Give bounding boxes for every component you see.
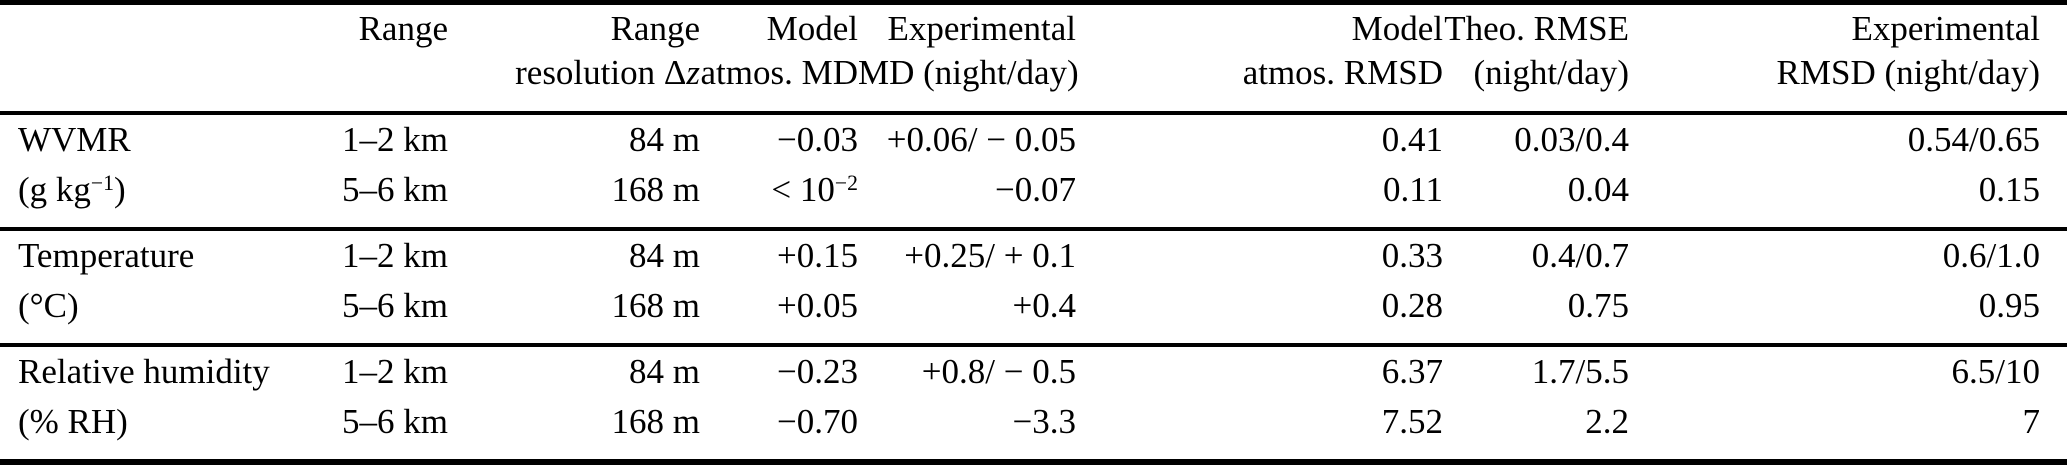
header-line2: resolution Δz bbox=[515, 53, 700, 92]
wvmr-model-rmsd-cell: 0.41 0.11 bbox=[1076, 113, 1443, 231]
table-header: Range Range resolution Δz Model atmos. M… bbox=[0, 0, 2067, 115]
relative-humidity-model-md-cell: −0.23 −0.70 bbox=[700, 345, 858, 465]
col-header-model-atmos-rmsd: Model atmos. RMSD bbox=[1076, 0, 1443, 115]
superscript: −1 bbox=[90, 171, 114, 196]
temperature-theo-rmse-cell: 0.4/0.7 0.75 bbox=[1443, 229, 1629, 347]
header-line1: Range bbox=[610, 9, 700, 48]
temperature-label-cell: Temperature (°C) bbox=[0, 229, 260, 347]
temperature-resolution-cell: 84 m 168 m bbox=[448, 229, 700, 347]
header-line2: RMSD (night/day) bbox=[1776, 53, 2040, 92]
relative-humidity-range-cell: 1–2 km 5–6 km bbox=[260, 345, 448, 465]
superscript: −2 bbox=[834, 171, 858, 196]
temperature-exp-rmsd-cell: 0.6/1.0 0.95 bbox=[1629, 229, 2067, 347]
col-header-experimental-md: Experimental MD (night/day) bbox=[858, 0, 1079, 115]
group-unit: (°C) bbox=[18, 286, 79, 325]
wvmr-exp-rmsd-cell: 0.54/0.65 0.15 bbox=[1629, 113, 2067, 231]
delta-z-variable: z bbox=[686, 53, 700, 92]
wvmr-exp-md-cell: +0.06/ − 0.05 −0.07 bbox=[858, 113, 1076, 231]
header-line2: atmos. MD bbox=[700, 53, 859, 92]
group-unit: (% RH) bbox=[18, 402, 128, 441]
col-header-model-atmos-md: Model atmos. MD bbox=[700, 0, 859, 115]
table-body: WVMR (g kg−1) 1–2 km 5–6 km 84 m 168 m −… bbox=[0, 113, 2067, 465]
row-relative-humidity: Relative humidity (% RH) 1–2 km 5–6 km 8… bbox=[0, 345, 2067, 465]
wvmr-range-cell: 1–2 km 5–6 km bbox=[260, 113, 448, 231]
temperature-model-md-cell: +0.15 +0.05 bbox=[700, 229, 858, 347]
group-unit: (g kg−1) bbox=[18, 170, 126, 209]
col-header-range-resolution: Range resolution Δz bbox=[448, 0, 700, 115]
group-label: Temperature bbox=[18, 236, 195, 275]
header-row: Range Range resolution Δz Model atmos. M… bbox=[0, 0, 2067, 115]
header-line1: Model bbox=[1351, 9, 1443, 48]
col-header-empty bbox=[0, 0, 260, 115]
header-line1: Range bbox=[358, 9, 448, 48]
header-line2: atmos. RMSD bbox=[1242, 53, 1443, 92]
temperature-model-rmsd-cell: 0.33 0.28 bbox=[1076, 229, 1443, 347]
row-wvmr: WVMR (g kg−1) 1–2 km 5–6 km 84 m 168 m −… bbox=[0, 113, 2067, 231]
relative-humidity-theo-rmse-cell: 1.7/5.5 2.2 bbox=[1443, 345, 1629, 465]
wvmr-resolution-cell: 84 m 168 m bbox=[448, 113, 700, 231]
relative-humidity-resolution-cell: 84 m 168 m bbox=[448, 345, 700, 465]
temperature-range-cell: 1–2 km 5–6 km bbox=[260, 229, 448, 347]
header-line2 bbox=[260, 51, 448, 95]
wvmr-model-md-cell: −0.03 < 10−2 bbox=[700, 113, 858, 231]
wvmr-label-cell: WVMR (g kg−1) bbox=[0, 113, 260, 231]
col-header-theo-rmse: Theo. RMSE (night/day) bbox=[1443, 0, 1629, 115]
col-header-experimental-rmsd: Experimental RMSD (night/day) bbox=[1629, 0, 2067, 115]
header-line1: Experimental bbox=[1851, 9, 2040, 48]
group-label: WVMR bbox=[18, 120, 131, 159]
wvmr-theo-rmse-cell: 0.03/0.4 0.04 bbox=[1443, 113, 1629, 231]
relative-humidity-label-cell: Relative humidity (% RH) bbox=[0, 345, 270, 465]
header-line1: Theo. RMSE bbox=[1444, 9, 1629, 48]
relative-humidity-exp-md-cell: +0.8/ − 0.5 −3.3 bbox=[858, 345, 1076, 465]
header-line1: Model bbox=[766, 9, 858, 48]
temperature-exp-md-cell: +0.25/ + 0.1 +0.4 bbox=[858, 229, 1076, 347]
relative-humidity-model-rmsd-cell: 6.37 7.52 bbox=[1076, 345, 1443, 465]
header-line1: Experimental bbox=[887, 9, 1076, 48]
header-line2: (night/day) bbox=[1473, 53, 1629, 92]
header-line2: MD (night/day) bbox=[858, 53, 1079, 92]
relative-humidity-exp-rmsd-cell: 6.5/10 7 bbox=[1629, 345, 2067, 465]
col-header-range: Range bbox=[260, 0, 448, 115]
row-temperature: Temperature (°C) 1–2 km 5–6 km 84 m 168 … bbox=[0, 229, 2067, 347]
group-label: Relative humidity bbox=[18, 352, 270, 391]
